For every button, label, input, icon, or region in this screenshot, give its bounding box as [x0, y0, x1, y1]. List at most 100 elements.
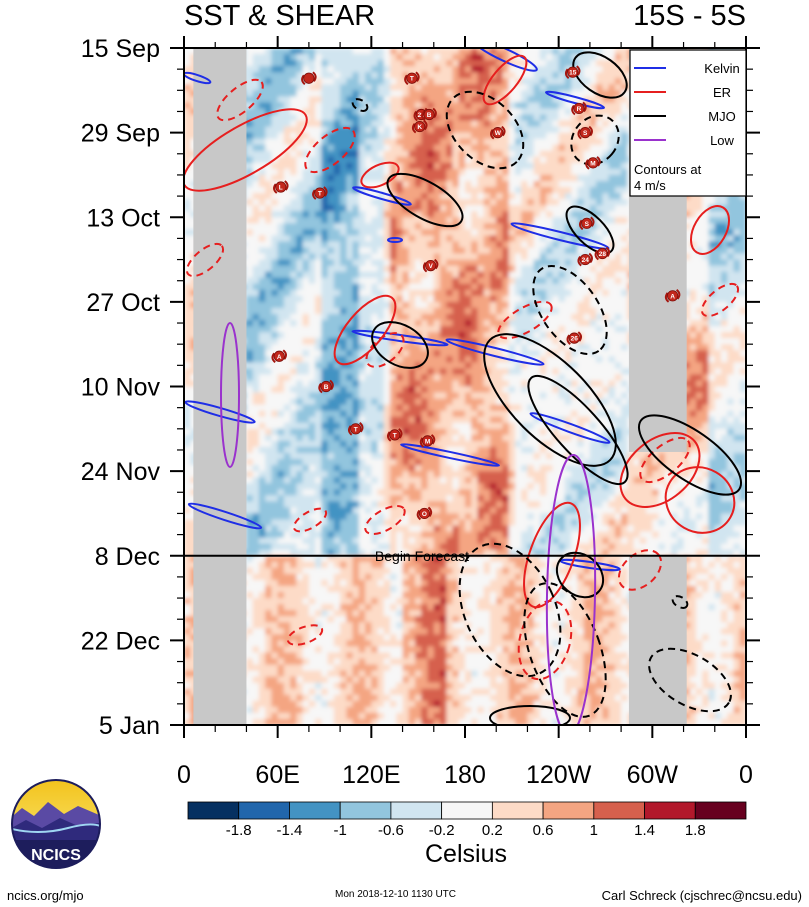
- storm-label: L: [279, 185, 283, 192]
- x-tick-label: 0: [739, 761, 753, 789]
- contour: [523, 582, 607, 718]
- storm-marker: B: [318, 379, 334, 394]
- y-tick-label: 8 Dec: [95, 543, 160, 571]
- colorbar-swatch: [593, 801, 645, 820]
- storm-label: V: [428, 263, 433, 270]
- colorbar-tick-label: -1.8: [226, 822, 252, 839]
- land-mask: [628, 555, 687, 725]
- contour: [352, 186, 412, 206]
- contour: [386, 172, 464, 228]
- colorbar-swatch: [238, 801, 290, 820]
- colorbar-swatch: [441, 801, 493, 820]
- contour: [565, 205, 615, 255]
- colorbar-tick-label: 1.4: [634, 822, 655, 839]
- contour: [639, 436, 691, 484]
- y-tick-label: 22 Dec: [81, 627, 160, 655]
- contour: [364, 505, 406, 535]
- contour: [387, 237, 403, 243]
- y-tick-label: 10 Nov: [81, 374, 161, 402]
- storm-label: T: [318, 191, 322, 198]
- storm-label: B: [324, 384, 329, 391]
- contour: [572, 51, 628, 99]
- colorbar-tick-label: -1.4: [277, 822, 303, 839]
- storm-label: 28: [599, 251, 607, 258]
- storm-label: S: [585, 221, 590, 228]
- footer-author: Carl Schreck (cjschrec@ncsu.edu): [601, 888, 802, 903]
- storm-marker: T: [387, 428, 403, 442]
- contour: [187, 502, 263, 530]
- storm-marker: O: [416, 506, 433, 521]
- contour: [527, 374, 629, 486]
- colorbar-swatch: [339, 801, 392, 820]
- storm-label: S: [583, 130, 588, 137]
- contour: [517, 599, 573, 681]
- colorbar: -1.8 -1.4 -1 -0.6 -0.2 0.2 0.6 1 1.4 1.8 Celsius: [187, 801, 747, 868]
- storm-label: T: [393, 432, 397, 439]
- storm-label: T: [410, 76, 414, 83]
- contour: [216, 78, 264, 122]
- ncics-logo: NCICS: [11, 779, 101, 869]
- contour: [510, 222, 610, 250]
- colorbar-tick-label: 0.6: [533, 822, 554, 839]
- colorbar-tick-label: 1.8: [685, 822, 706, 839]
- storm-marker: T: [404, 71, 420, 86]
- contour: [482, 54, 528, 106]
- y-tick-label: 5 Jan: [99, 712, 160, 740]
- storm-label: K: [417, 124, 422, 131]
- x-tick-label: 0: [177, 761, 191, 789]
- contour: [570, 114, 620, 166]
- contour: [529, 412, 611, 444]
- storm-label: 26: [571, 336, 579, 343]
- colorbar-swatch: [289, 801, 341, 820]
- x-tick-label: 180: [444, 761, 486, 789]
- storm-label: B: [427, 112, 432, 119]
- legend-note: 4 m/s: [634, 178, 666, 193]
- colorbar-tick-label: -0.6: [378, 822, 404, 839]
- storm-label: 15: [569, 70, 577, 77]
- contour: [286, 624, 324, 646]
- storm-marker: R: [571, 101, 587, 116]
- contour: [351, 98, 369, 112]
- contour: [617, 549, 663, 591]
- y-tick-label: 27 Oct: [86, 289, 160, 317]
- x-tick-label: 120E: [342, 761, 400, 789]
- x-tick-label: 60E: [255, 761, 299, 789]
- y-tick-label: 29 Sep: [81, 120, 160, 148]
- storm-label: O: [422, 511, 427, 518]
- colorbar-label: Celsius: [425, 840, 507, 868]
- colorbar-swatch: [390, 801, 443, 820]
- footer-url[interactable]: ncics.org/mjo: [7, 888, 84, 903]
- colorbar-swatch: [542, 801, 595, 820]
- storm-marker: 28: [594, 246, 611, 261]
- legend-label: Low: [710, 133, 734, 148]
- x-tick-label: 60W: [627, 761, 679, 789]
- storm-label: A: [670, 293, 675, 300]
- logo-text: NCICS: [31, 847, 81, 864]
- colorbar-tick-label: 1: [590, 822, 598, 839]
- axes: 15 Sep 29 Sep 13 Oct 27 Oct 10 Nov 24 Nov 8 De…: [81, 35, 760, 789]
- storm-marker: T: [347, 422, 364, 436]
- storm-marker: 26: [566, 331, 583, 345]
- storm-label: A: [277, 354, 282, 361]
- storm-label: W: [495, 130, 502, 137]
- colorbar-tick-label: -0.2: [429, 822, 455, 839]
- contour: [619, 432, 701, 508]
- contour: [489, 705, 571, 725]
- contour: [458, 542, 562, 678]
- storm-marker: S: [579, 216, 595, 231]
- contour: [690, 205, 730, 255]
- storm-label: T: [354, 426, 358, 433]
- contour: [483, 333, 617, 467]
- contour: [445, 338, 545, 366]
- footer-timestamp: Mon 2018-12-10 1130 UTC: [335, 889, 456, 900]
- colorbar-swatch: [644, 801, 696, 820]
- storm-marker: M: [585, 156, 601, 170]
- storm-marker: M: [419, 434, 436, 448]
- region-label: 15S - 5S: [633, 0, 746, 32]
- contour: [371, 321, 429, 369]
- contour: [184, 71, 212, 85]
- storm-marker: A: [664, 289, 681, 303]
- storm-marker: K: [411, 119, 428, 134]
- y-tick-label: 15 Sep: [81, 35, 160, 63]
